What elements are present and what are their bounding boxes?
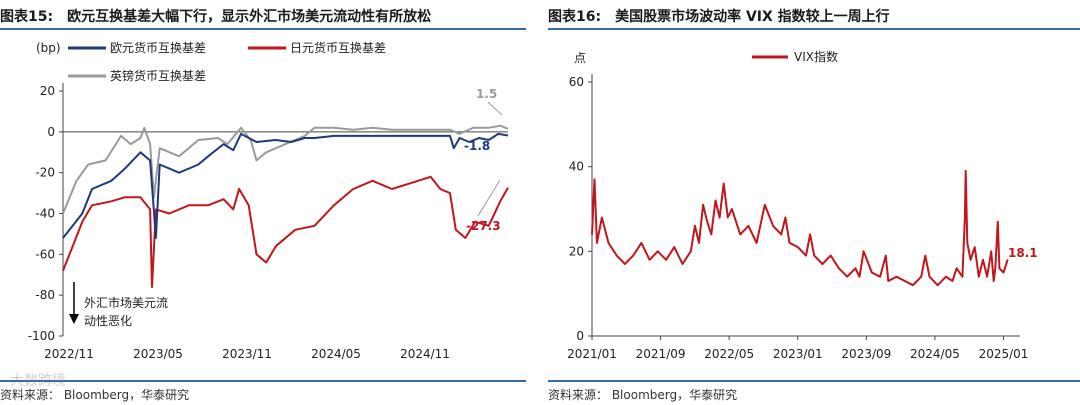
y-tick-label: 20: [569, 244, 584, 258]
x-tick-label: 2024/11: [400, 347, 450, 361]
x-tick-label: 2021/09: [636, 347, 686, 361]
series-line: [62, 175, 509, 288]
x-tick-label: 2023/09: [841, 347, 891, 361]
y-tick-label: -20: [35, 166, 55, 180]
source-note: 资料来源： Bloomberg，华泰研究: [548, 388, 738, 402]
series-line: [62, 132, 509, 239]
y-tick-label: -100: [28, 329, 55, 343]
legend-label: 欧元货币互换基差: [110, 40, 206, 55]
y-tick-label: 0: [576, 329, 584, 343]
y-tick-label: -40: [35, 207, 55, 221]
x-tick-label: 2024/05: [910, 347, 960, 361]
legend-label: 英镑货币互换基差: [110, 68, 206, 83]
watermark: 大数跨境: [10, 373, 66, 389]
y-tick-label: 40: [569, 160, 584, 174]
chart-title-basis: 图表15: 欧元互换基差大幅下行，显示外汇市场美元流动性有所放松: [0, 6, 431, 26]
y-tick-label: -80: [35, 288, 55, 302]
title-text: 美国股票市场波动率 VIX 指数较上一周上行: [615, 9, 890, 25]
end-label: 18.1: [1008, 246, 1038, 260]
chart-basis: (bp) 20 0 -20 -40 -60 -80 -100 2022/11 2023/05 202…: [28, 40, 509, 361]
x-tick-label: 2023/05: [133, 347, 183, 361]
x-tick-label: 2023/01: [773, 347, 823, 361]
end-label: 1.5: [476, 87, 497, 101]
x-tick-label: 2021/01: [567, 347, 617, 361]
x-tick-label: 2023/11: [222, 347, 272, 361]
footer-rule: [548, 380, 1080, 382]
title-text: 欧元互换基差大幅下行，显示外汇市场美元流动性有所放松: [67, 9, 432, 25]
chart-vix: 点 60 40 20 0 2021/01 2021/09 2022/05 2023/01 2023…: [567, 49, 1038, 361]
title-rule: [0, 28, 526, 30]
y-tick-label: -60: [35, 247, 55, 261]
y-axis-label: 点: [574, 51, 586, 65]
annotation-arrowhead: [69, 314, 79, 324]
x-tick-label: 2025/01: [979, 347, 1029, 361]
annotation-text: 动性恶化: [84, 314, 132, 328]
end-label-leader: [477, 179, 501, 217]
series-line: [62, 124, 509, 214]
footer-rule: [0, 380, 526, 382]
end-label: -1.8: [464, 139, 490, 153]
legend-label: VIX指数: [794, 49, 838, 64]
chart-title-vix: 图表16: 美国股票市场波动率 VIX 指数较上一周上行: [548, 6, 890, 26]
y-axis-label: (bp): [36, 41, 61, 55]
x-tick-label: 2022/05: [704, 347, 754, 361]
figure-label: 图表15:: [0, 9, 54, 25]
y-tick-label: 0: [47, 125, 55, 139]
end-label-leader: [487, 101, 503, 116]
x-tick-label: 2024/05: [311, 347, 361, 361]
x-tick-label: 2022/11: [44, 347, 94, 361]
legend-label: 日元货币互换基差: [290, 40, 386, 55]
end-label: -27.3: [466, 219, 501, 233]
y-tick-label: 20: [40, 84, 55, 98]
y-tick-label: 60: [569, 75, 584, 89]
title-rule: [548, 28, 1080, 30]
source-note: 资料来源： Bloomberg，华泰研究: [0, 388, 190, 402]
annotation-text: 外汇市场美元流: [84, 295, 168, 310]
series-line: [591, 169, 1009, 287]
figure-label: 图表16:: [548, 9, 602, 25]
